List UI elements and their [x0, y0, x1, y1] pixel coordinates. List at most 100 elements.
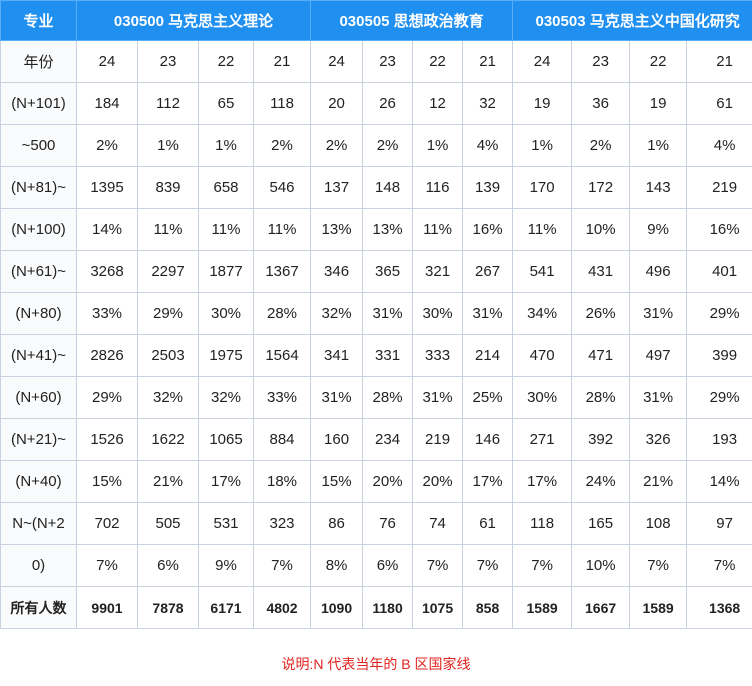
table-cell: 471 [571, 334, 631, 377]
score-band-label: (N+41)~ [0, 334, 77, 377]
year-cell: 21 [252, 40, 312, 83]
table-cell: 1395 [76, 166, 138, 209]
table-cell: 16% [686, 208, 752, 251]
table-cell: 170 [512, 166, 573, 209]
table-cell: 86 [310, 502, 364, 545]
total-cell: 7878 [137, 586, 199, 629]
table-cell: 14% [686, 460, 752, 503]
table-cell: 321 [412, 250, 464, 293]
table-cell: 34% [512, 292, 573, 335]
table-cell: 1% [137, 124, 199, 167]
table-cell: 172 [571, 166, 631, 209]
table-cell: 19 [512, 82, 573, 125]
year-cell: 23 [571, 40, 631, 83]
major-corner-header: 专业 [0, 0, 77, 41]
table-cell: 2% [76, 124, 138, 167]
score-band-label: (N+81)~ [0, 166, 77, 209]
year-cell: 23 [137, 40, 199, 83]
table-cell: 11% [252, 208, 312, 251]
table-cell: 184 [76, 82, 138, 125]
table-body: 年份 24 23 22 21 24 23 22 21 24 23 22 21 (… [0, 40, 752, 629]
total-row: 所有人数 9901 7878 6171 4802 1090 1180 1075 858 1589 1… [0, 586, 752, 629]
table-cell: 401 [686, 250, 752, 293]
header-row: 专业 030500 马克思主义理论 030505 思想政治教育 030503 马… [0, 0, 752, 41]
table-row: N~(N+2 702 505 531 323 86 76 74 61 118 165 108 97 [0, 502, 752, 545]
table-cell: 143 [629, 166, 688, 209]
table-cell: 333 [412, 334, 464, 377]
table-row: (N+21)~ 1526 1622 1065 884 160 234 219 146 271 392… [0, 418, 752, 461]
table-cell: 702 [76, 502, 138, 545]
table-cell: 4% [462, 124, 514, 167]
table-cell: 25% [462, 376, 514, 419]
total-cell: 1075 [412, 586, 464, 629]
table-cell: 470 [512, 334, 573, 377]
table-cell: 6% [362, 544, 414, 587]
table-cell: 28% [362, 376, 414, 419]
total-cell: 1667 [571, 586, 631, 629]
table-cell: 32% [137, 376, 199, 419]
score-band-label: (N+80) [0, 292, 77, 335]
table-cell: 1% [198, 124, 254, 167]
table-cell: 193 [686, 418, 752, 461]
table-cell: 29% [686, 376, 752, 419]
table-cell: 118 [252, 82, 312, 125]
table-cell: 219 [412, 418, 464, 461]
total-cell: 1589 [512, 586, 573, 629]
table-cell: 6% [137, 544, 199, 587]
table-row: (N+61)~ 3268 2297 1877 1367 346 365 321 267 541 43… [0, 250, 752, 293]
table-cell: 30% [412, 292, 464, 335]
table-cell: 108 [629, 502, 688, 545]
table-cell: 346 [310, 250, 364, 293]
table-cell: 17% [512, 460, 573, 503]
table-cell: 234 [362, 418, 414, 461]
year-cell: 23 [362, 40, 414, 83]
score-band-label: (N+60) [0, 376, 77, 419]
table-cell: 139 [462, 166, 514, 209]
table-cell: 20% [362, 460, 414, 503]
table-cell: 7% [629, 544, 688, 587]
table-row: (N+100) 14% 11% 11% 11% 13% 13% 11% 16% 11% 10% 9% 1… [0, 208, 752, 251]
table-cell: 9% [629, 208, 688, 251]
total-cell: 1180 [362, 586, 414, 629]
table-cell: 331 [362, 334, 414, 377]
table-row: (N+81)~ 1395 839 658 546 137 148 116 139 170 172 14… [0, 166, 752, 209]
table-cell: 29% [76, 376, 138, 419]
table-cell: 7% [462, 544, 514, 587]
table-cell: 74 [412, 502, 464, 545]
table-cell: 18% [252, 460, 312, 503]
table-cell: 24% [571, 460, 631, 503]
year-cell: 22 [198, 40, 254, 83]
table-cell: 15% [76, 460, 138, 503]
table-cell: 13% [362, 208, 414, 251]
table-cell: 31% [412, 376, 464, 419]
major-header-030503: 030503 马克思主义中国化研究 [512, 0, 752, 41]
table-row: 0) 7% 6% 9% 7% 8% 6% 7% 7% 7% 10% 7% 7% [0, 544, 752, 587]
table-cell: 26 [362, 82, 414, 125]
table-cell: 497 [629, 334, 688, 377]
major-header-030500: 030500 马克思主义理论 [75, 0, 312, 41]
table-cell: 30% [512, 376, 573, 419]
table-cell: 2503 [137, 334, 199, 377]
total-cell: 858 [462, 586, 514, 629]
table-row: (N+60) 29% 32% 32% 33% 31% 28% 31% 25% 30% 28% 31% 2… [0, 376, 752, 419]
table-cell: 884 [252, 418, 312, 461]
table-cell: 219 [686, 166, 752, 209]
year-cell: 21 [462, 40, 514, 83]
table-cell: 16% [462, 208, 514, 251]
table-cell: 2% [362, 124, 414, 167]
score-band-label: (N+21)~ [0, 418, 77, 461]
table-cell: 32% [310, 292, 364, 335]
table-cell: 33% [252, 376, 312, 419]
table-cell: 10% [571, 208, 631, 251]
table-cell: 2826 [76, 334, 138, 377]
table-cell: 399 [686, 334, 752, 377]
table-cell: 116 [412, 166, 464, 209]
table-cell: 8% [310, 544, 364, 587]
table-cell: 2% [310, 124, 364, 167]
table-cell: 165 [571, 502, 631, 545]
table-cell: 326 [629, 418, 688, 461]
table-cell: 12 [412, 82, 464, 125]
table-cell: 1526 [76, 418, 138, 461]
score-table: 专业 030500 马克思主义理论 030505 思想政治教育 030503 马… [0, 0, 752, 629]
table-cell: 1% [512, 124, 573, 167]
